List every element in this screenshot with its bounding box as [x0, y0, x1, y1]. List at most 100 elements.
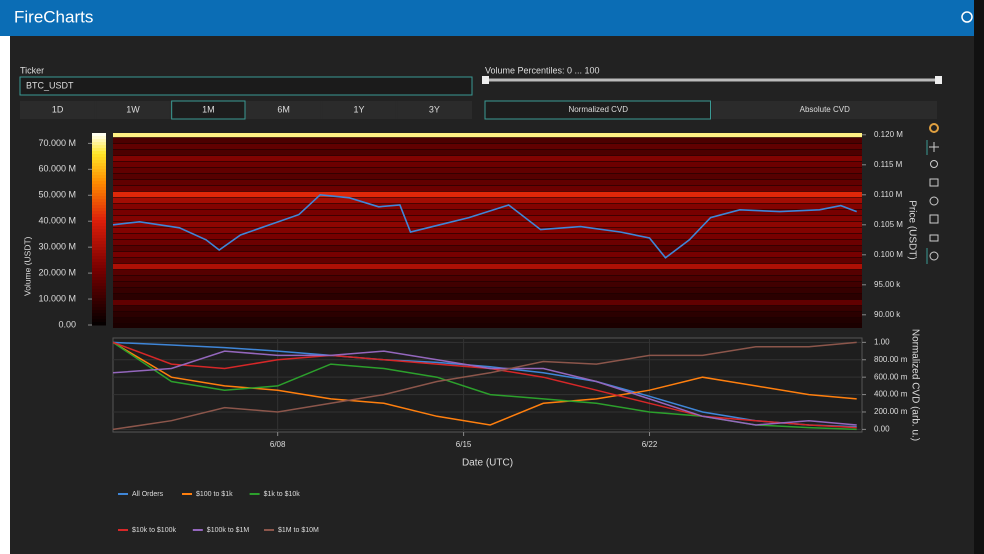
x-tick-label: 6/22	[642, 440, 658, 449]
y-tick-label: 0.115 M	[874, 160, 903, 169]
colorbar-swatch	[92, 157, 106, 161]
colorbar-swatch	[92, 175, 106, 179]
legend-label: $1k to $10k	[264, 491, 301, 498]
colorbar-swatch	[92, 265, 106, 269]
heatmap-band	[113, 281, 862, 288]
heatmap-band	[113, 173, 862, 180]
legend-label: $10k to $100k	[132, 527, 176, 534]
colorbar-tick-label: 30.000 M	[38, 242, 76, 252]
cvd-mode-button[interactable]	[711, 101, 938, 119]
y-tick-label: 0.00	[874, 424, 890, 433]
colorbar-swatch	[92, 172, 106, 176]
cvd-plot-bg	[112, 337, 863, 433]
colorbar-swatch	[92, 322, 106, 326]
legend-label: $100k to $1M	[207, 527, 250, 534]
heatmap-band	[113, 179, 862, 186]
settings-icon[interactable]	[929, 251, 939, 261]
colorbar-swatch	[92, 301, 106, 305]
colorbar-swatch	[92, 160, 106, 164]
heatmap-band	[113, 191, 862, 198]
colorbar-swatch	[92, 289, 106, 293]
heatmap-cells	[113, 133, 862, 328]
range-button-label: 1D	[52, 104, 64, 114]
y-tick-label: 0.110 M	[874, 190, 903, 199]
colorbar-swatch	[92, 307, 106, 311]
colorbar-swatch	[92, 250, 106, 254]
range-button[interactable]	[397, 101, 471, 119]
pan-icon[interactable]	[929, 142, 939, 152]
heatmap-band	[113, 155, 862, 162]
heatmap-band	[113, 215, 862, 222]
y-tick-label: 0.120 M	[874, 130, 903, 139]
colorbar-tick-label: 0.00	[58, 319, 76, 329]
colorbar-swatch	[92, 190, 106, 194]
colorbar-swatch	[92, 313, 106, 317]
colorbar-swatch	[92, 220, 106, 224]
reset-icon[interactable]	[929, 196, 939, 206]
cvd-mode-label: Normalized CVD	[568, 105, 628, 114]
legend-label: All Orders	[132, 491, 164, 498]
percentiles-label: Volume Percentiles: 0 ... 100	[485, 65, 600, 75]
colorbar-swatch	[92, 310, 106, 314]
zoom-icon[interactable]	[930, 160, 938, 168]
slider-handle-low[interactable]	[482, 76, 489, 84]
y-axis-title: Price (USDT)	[906, 200, 917, 259]
range-button-label: 1M	[202, 104, 215, 114]
colorbar-swatch	[92, 217, 106, 221]
heatmap-band	[113, 203, 862, 210]
range-button-label: 1W	[126, 104, 140, 114]
y-tick-label: 400.00 m	[874, 390, 908, 399]
range-button-label: 3Y	[429, 104, 440, 114]
colorbar-swatch	[92, 136, 106, 140]
toolbar	[926, 123, 939, 264]
heatmap-band	[113, 133, 862, 138]
heatmap-band	[113, 317, 862, 324]
cvd-line	[113, 350, 857, 426]
heatmap-band	[113, 269, 862, 276]
ticker-input[interactable]	[19, 76, 473, 96]
range-button[interactable]	[322, 101, 396, 119]
box-zoom-icon[interactable]	[929, 178, 939, 187]
heatmap-band	[113, 167, 862, 174]
colorbar-swatch	[92, 211, 106, 215]
colorbar-swatch	[92, 139, 106, 143]
app-title: FireCharts	[14, 7, 93, 26]
save-icon[interactable]	[929, 214, 939, 224]
heatmap-band	[113, 143, 862, 150]
heatmap-band	[113, 257, 862, 264]
cvd-mode-button[interactable]	[484, 100, 711, 120]
colorbar-swatch	[92, 232, 106, 236]
heatmap-band	[113, 293, 862, 300]
slider-handle-high[interactable]	[935, 76, 942, 84]
range-button[interactable]	[171, 100, 246, 120]
range-button[interactable]	[96, 101, 170, 119]
range-button[interactable]	[21, 101, 95, 119]
hover-icon[interactable]	[929, 234, 939, 242]
colorbar-swatch	[92, 163, 106, 167]
y-tick-label: 95.00 k	[874, 280, 901, 289]
charts: 90.00 k 95.00 k 0.100 M 0.105 M 0.110 M 0.115…	[22, 130, 920, 534]
heatmap-band	[113, 149, 862, 156]
cvd-line	[113, 341, 857, 431]
colorbar-swatch	[92, 286, 106, 290]
colorbar-swatch	[92, 202, 106, 206]
logo-icon[interactable]	[929, 123, 939, 133]
colorbar-swatch	[92, 133, 106, 137]
colorbar-swatch	[92, 235, 106, 239]
y-tick-label: 1.00	[874, 337, 890, 346]
colorbar-swatch	[92, 274, 106, 278]
colorbar-tick-label: 70.000 M	[38, 138, 76, 148]
colorbar-tick-label: 20.000 M	[38, 267, 76, 277]
menu-icon[interactable]	[961, 11, 973, 23]
y-tick-label: 0.100 M	[874, 250, 903, 259]
y-tick-label: 0.105 M	[874, 220, 903, 229]
colorbar-swatch	[92, 229, 106, 233]
price-line	[113, 193, 857, 259]
colorbar-swatch	[92, 166, 106, 170]
heatmap-band	[113, 161, 862, 168]
heatmap-band	[113, 311, 862, 318]
x-tick-label: 6/08	[270, 440, 286, 449]
range-button[interactable]	[247, 101, 321, 119]
colorbar-swatch	[92, 283, 106, 287]
